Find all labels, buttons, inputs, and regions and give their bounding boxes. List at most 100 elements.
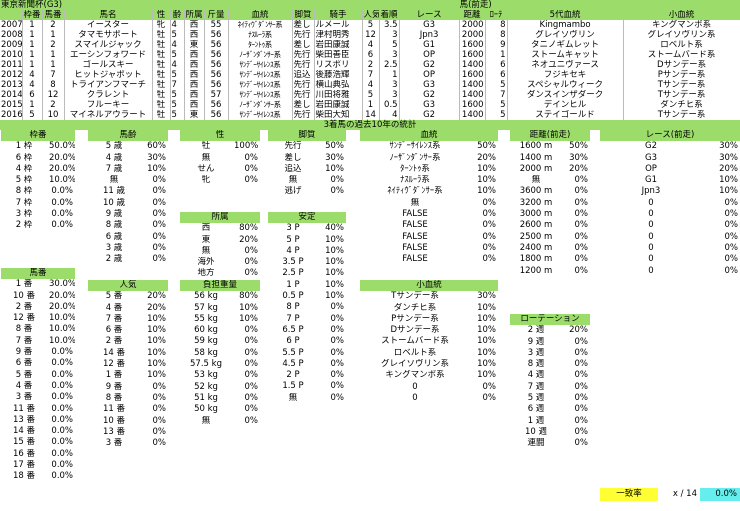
stat-label: 1 番 — [88, 370, 140, 382]
stat-label: FALSE — [360, 231, 470, 243]
table-cell: タニノギムレット — [507, 40, 624, 50]
stat-label: 59 kg — [180, 336, 232, 348]
table-row: 2016 5 10 マイネルアウラート牡 5 東 56 ｻﾝﾃﾞｰｻｲﾚﾝｽ系 先行 柴田大知 14… — [0, 110, 740, 120]
stat-label: 5 番 — [1, 369, 47, 381]
table-cell: 2 — [42, 20, 65, 30]
stat-row: 1400 m 30% — [510, 152, 591, 164]
table-cell: 1400 — [459, 60, 486, 70]
table-cell: イースター — [64, 20, 153, 30]
shoketto-title: 小血統 — [360, 280, 499, 292]
race-title: 東京新聞杯(G3) — [0, 0, 400, 10]
table-row: 2014 6 12 クラレント牡 5 西 57 ｻﾝﾃﾞｰｻｲﾚﾝｽ系 先行 川田将雅 5 3 G2 14… — [0, 90, 740, 100]
stat-row: ストームバード系 10% — [360, 336, 499, 348]
stat-row: FALSE 0% — [360, 209, 499, 221]
stat-row: 0 0% — [600, 254, 740, 266]
table-cell: 柴田大知 — [314, 110, 363, 120]
stat-row: FALSE 0% — [360, 220, 499, 232]
stat-row: 海外 0% — [180, 257, 261, 269]
stat-value: 0% — [232, 359, 261, 371]
stat-row: 1 枠 50.0% — [1, 141, 76, 153]
column-header: 着順 — [379, 10, 400, 20]
table-cell: 牡 — [152, 40, 171, 50]
stat-value: 10% — [702, 175, 740, 187]
stat-label: 11 番 — [1, 403, 47, 415]
stat-value: 10% — [318, 234, 347, 246]
stat-label: 6.5 P — [268, 324, 318, 337]
table-cell: タマモサポート — [64, 30, 153, 40]
stat-row: 3000 m 0% — [510, 209, 591, 221]
table-cell: 55 — [204, 20, 229, 30]
table-cell: 5 — [170, 50, 185, 60]
ninki-title: 人気 — [88, 280, 169, 292]
stat-label: 1 枠 — [1, 141, 47, 153]
table-cell: 追込 — [292, 70, 315, 80]
stat-label: 0.5 P — [268, 291, 318, 303]
stat-value: 10% — [140, 370, 169, 382]
stat-label: 6 歳 — [88, 231, 140, 243]
stat-value: 0% — [562, 438, 590, 450]
kyori-stats-table: 距離(前走) 1600 m 50% 1400 m 30% 2000 m 20% 無 0% 3600… — [510, 130, 591, 277]
stat-value: 0% — [562, 336, 590, 348]
stat-row: 東 20% — [180, 234, 261, 246]
stat-row: 3 週 0% — [510, 347, 590, 360]
table-cell: 5 — [485, 110, 508, 120]
table-cell: ﾈｲﾃｨｳﾞﾀﾞﾝｻｰ系 — [228, 20, 293, 30]
stat-label: 3 歳 — [88, 242, 140, 255]
stat-label: 5 枠 — [1, 175, 47, 187]
stat-label: 8 P — [268, 302, 318, 314]
stat-value: 0% — [562, 381, 590, 394]
title-row: 東京新聞杯(G3) 馬(前走) — [0, 0, 740, 10]
table-cell: 7 — [362, 70, 380, 80]
table-cell: 6 — [362, 50, 380, 60]
rote-stats-table: ローテーション 2 週 20% 9 週 0% 3 週 0% 8 週 0% 4 週 0% 7 週 0% 5 … — [510, 314, 590, 450]
table-row: 2012 4 7 ヒットジャポット牡 5 西 56 ｻﾝﾃﾞｰｻｲﾚﾝｽ系 追込 後藤浩輝 7 1 OP… — [0, 70, 740, 80]
stat-value: 0% — [318, 302, 347, 314]
table-cell: 2016 — [0, 110, 23, 120]
stat-row: 1200 m 0% — [510, 265, 591, 277]
stat-value: 10% — [318, 257, 347, 269]
table-cell: 西 — [184, 30, 205, 40]
stat-label: FALSE — [360, 209, 470, 221]
table-cell: 差し — [292, 40, 315, 50]
stat-row: 9 番 0.0% — [1, 347, 76, 359]
stat-row: ロベルト系 10% — [360, 347, 499, 360]
kyori-title: 距離(前走) — [510, 130, 591, 142]
table-cell: 5 — [362, 90, 380, 100]
table-cell: Jpn3 — [399, 30, 460, 40]
table-cell: Dサンデー系 — [623, 60, 740, 70]
stat-row: 無 0% — [180, 415, 261, 427]
shozoku-title: 所属 — [180, 212, 261, 224]
column-header: 馬番 — [42, 10, 65, 20]
table-cell: 5 — [170, 70, 185, 80]
table-cell: 56 — [204, 60, 229, 70]
table-cell: ﾉｰｻﾞﾝﾀﾞﾝｻｰ系 — [228, 50, 293, 60]
stat-label: 3600 m — [510, 186, 562, 198]
stat-value: 10% — [140, 163, 169, 176]
stat-row: 0 0% — [600, 197, 740, 210]
stat-label: 9 歳 — [88, 209, 140, 221]
column-header: 距離 — [459, 10, 486, 20]
stat-value: 20.0% — [47, 163, 76, 176]
stat-value: 0% — [470, 197, 499, 210]
table-row: 2015 1 2 フルーキー牡 5 西 56 ﾉｰｻﾞﾝﾀﾞﾝｻｰ系 差し 岩田康誠 1 0.5 G3 1… — [0, 100, 740, 110]
stat-row: 2 枠 0.0% — [1, 220, 76, 232]
stat-value: 0% — [318, 392, 347, 405]
stat-value: 0% — [140, 209, 169, 221]
stat-row: 52 kg 0% — [180, 381, 261, 393]
stat-value: 0% — [702, 197, 740, 210]
stat-value: 0% — [562, 415, 590, 427]
kyakushitsu-title: 脚質 — [268, 130, 347, 142]
stat-label: 0 — [600, 209, 702, 221]
table-cell: 4 — [170, 20, 185, 30]
table-cell: 後藤浩輝 — [314, 70, 363, 80]
table-cell: 1 — [22, 40, 43, 50]
stat-value: 10% — [470, 302, 499, 314]
stat-row: 1 番 10% — [88, 370, 169, 382]
stat-row: ﾀｰﾝﾄｩ系 10% — [360, 163, 499, 176]
stat-row: FALSE 0% — [360, 242, 499, 255]
table-cell: 5 — [362, 20, 380, 30]
table-cell: 西 — [184, 100, 205, 110]
kinryo-stats-table: 負担重量 56 kg 80% 57 kg 10% 55 kg 10% 60 kg 0% 59 kg… — [180, 280, 261, 427]
table-cell: ｻﾝﾃﾞｰｻｲﾚﾝｽ系 — [228, 60, 293, 70]
